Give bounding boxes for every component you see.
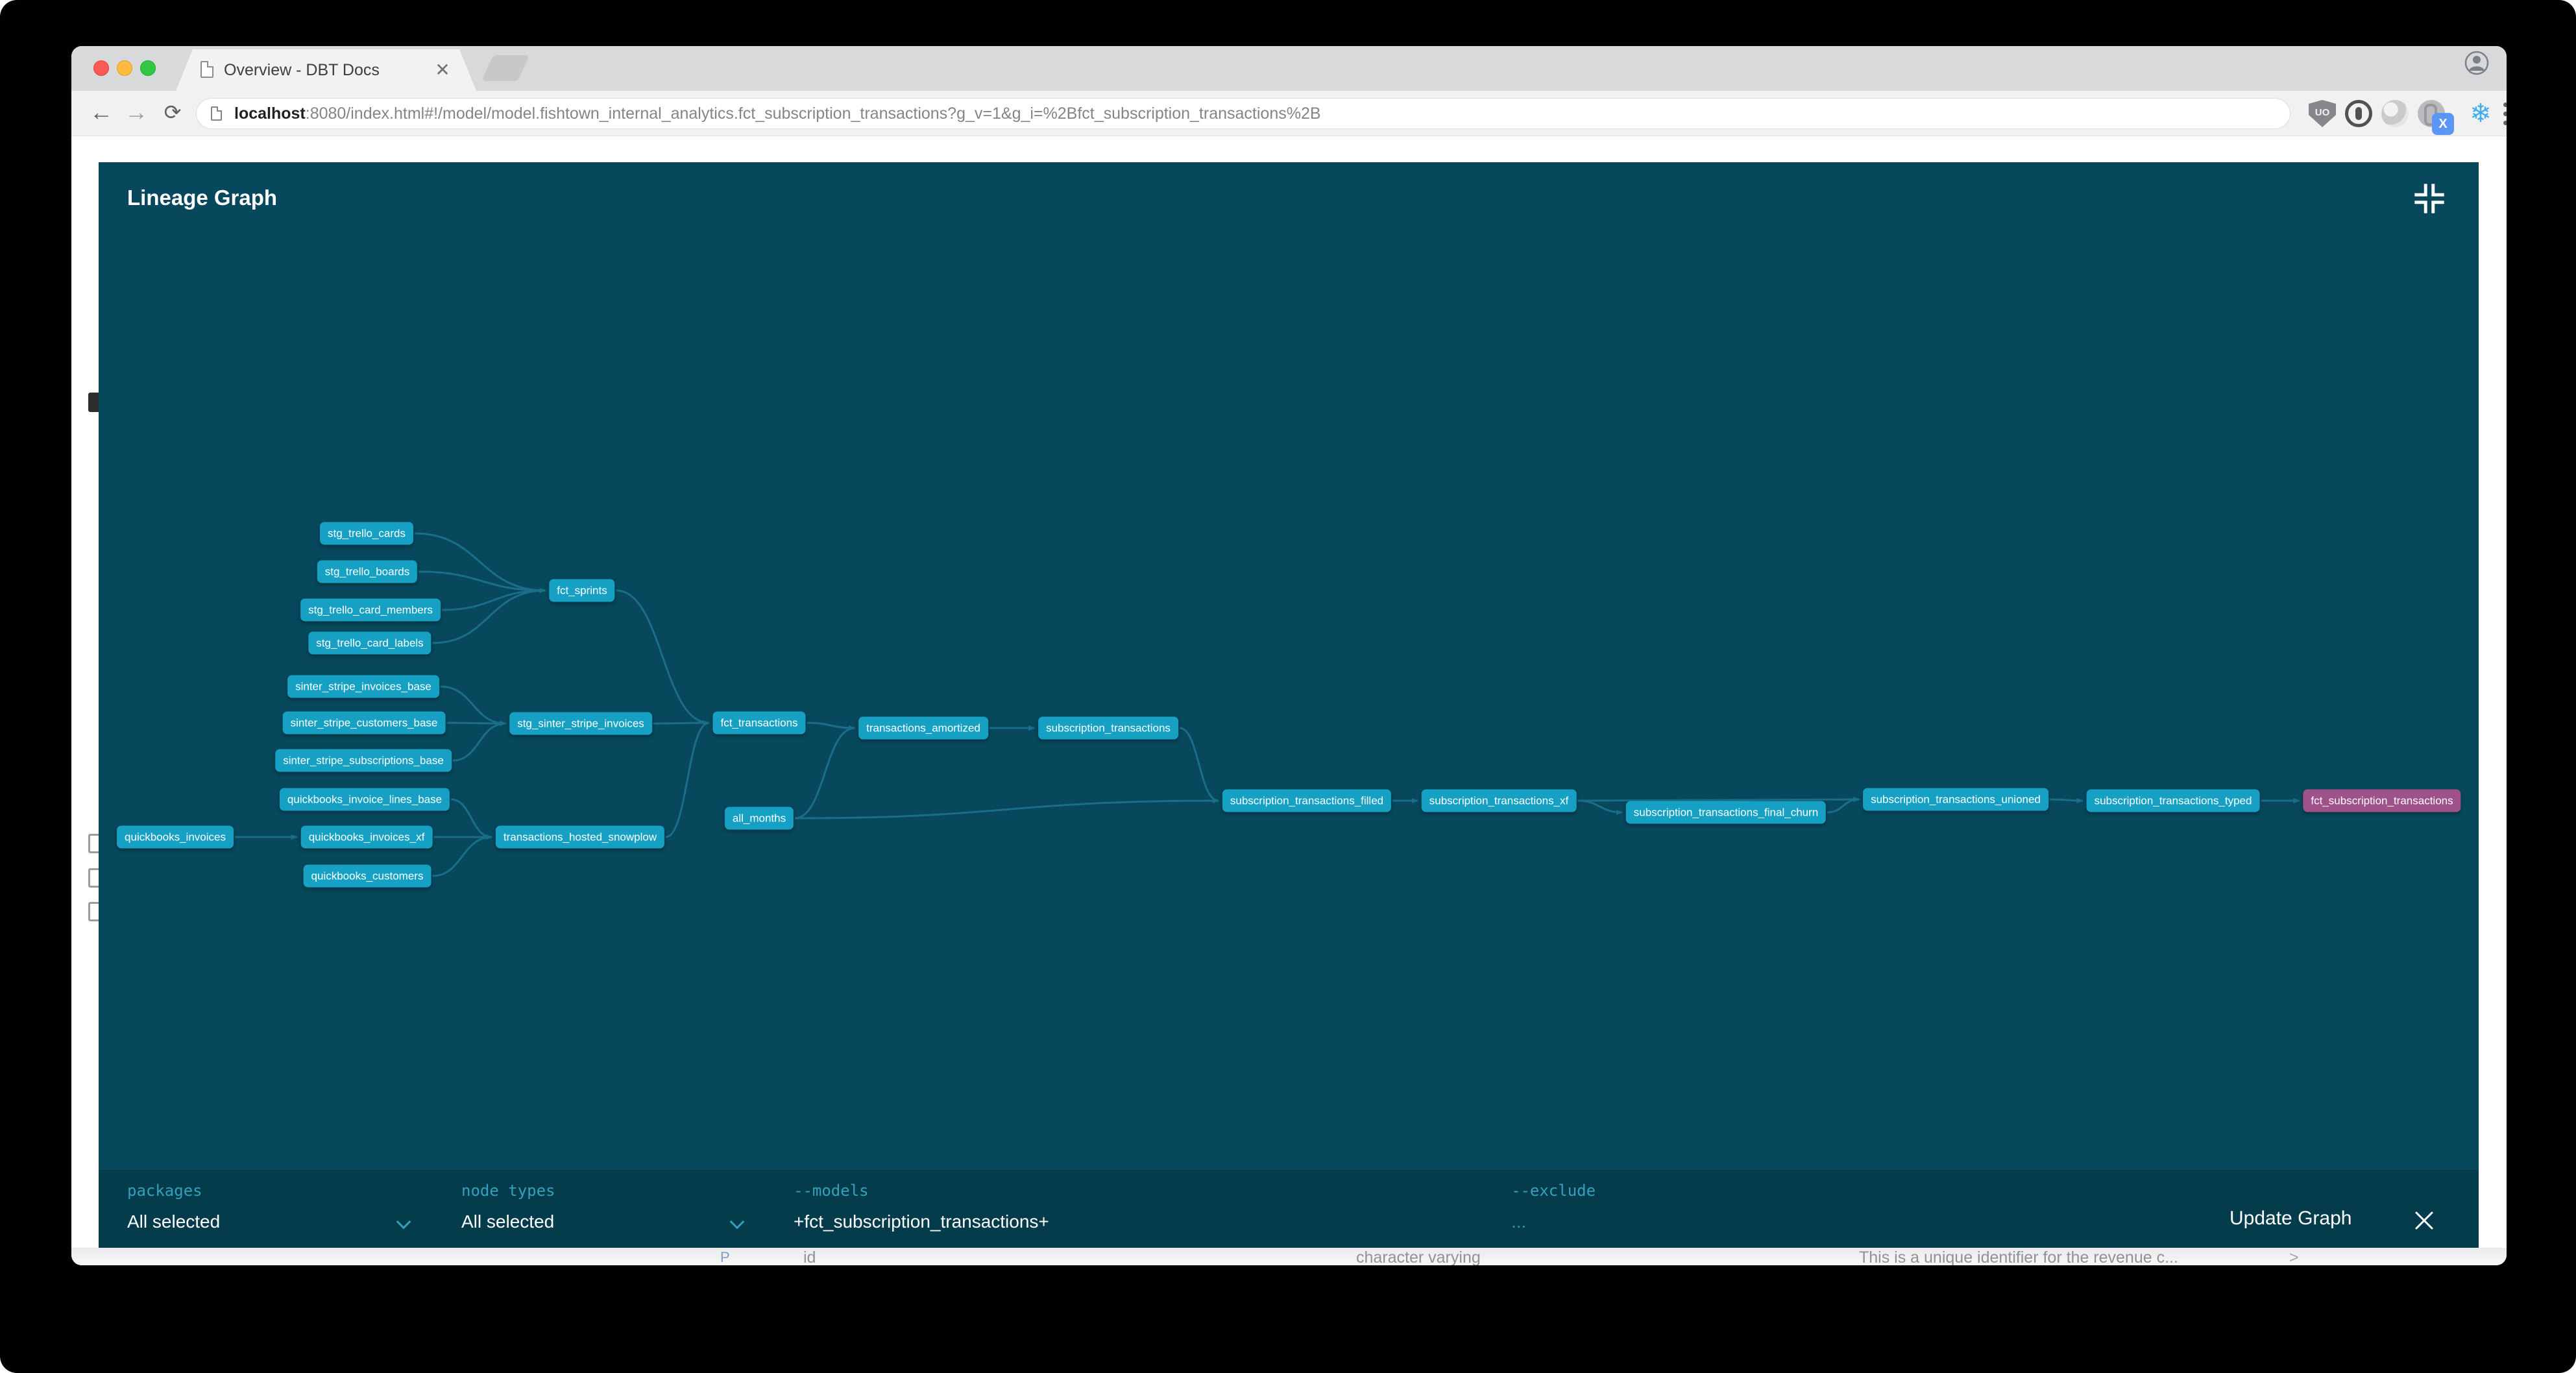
tab-title: Overview - DBT Docs <box>224 61 380 79</box>
graph-node[interactable]: stg_trello_card_members <box>300 598 441 622</box>
graph-edge <box>419 570 546 593</box>
graph-edge <box>795 798 1219 820</box>
graph-edge <box>2049 797 2084 803</box>
graph-edge <box>432 588 546 644</box>
graph-node[interactable]: transactions_hosted_snowplow <box>495 825 665 849</box>
graph-node[interactable]: stg_sinter_stripe_invoices <box>509 712 652 735</box>
models-input[interactable]: +fct_subscription_transactions+ <box>794 1211 1049 1232</box>
node-types-chevron-down-icon[interactable] <box>729 1214 745 1230</box>
graph-edge <box>1827 797 1860 814</box>
lineage-canvas[interactable]: stg_trello_cards stg_trello_boards stg_tre… <box>99 162 2479 1248</box>
graph-node[interactable]: stg_trello_boards <box>317 560 418 583</box>
compress-icon[interactable] <box>2412 182 2446 215</box>
back-button[interactable]: ← <box>90 99 113 125</box>
graph-node[interactable]: quickbooks_customers <box>303 864 431 888</box>
column-name: id <box>803 1248 816 1265</box>
graph-node[interactable]: quickbooks_invoice_lines_base <box>279 788 450 811</box>
extension-x-badge: X <box>2432 113 2454 135</box>
snowflake-extension-icon[interactable]: ❄ <box>2470 99 2492 128</box>
reload-button[interactable]: ⟳ <box>164 101 182 124</box>
tab-close-icon[interactable]: ✕ <box>435 60 450 80</box>
graph-edge <box>415 532 546 593</box>
primary-key-badge: P <box>720 1249 730 1265</box>
page-security-icon[interactable] <box>211 106 222 121</box>
url-text[interactable]: localhost:8080/index.html#!/model/model.… <box>234 99 1321 128</box>
update-graph-button[interactable]: Update Graph <box>2230 1208 2352 1229</box>
packages-label: packages <box>127 1182 202 1200</box>
graph-node[interactable]: subscription_transactions_final_churn <box>1625 801 1827 824</box>
window-minimize-button[interactable] <box>117 60 132 76</box>
graph-node[interactable]: all_months <box>724 807 794 830</box>
graph-node[interactable]: subscription_transactions_unioned <box>1863 788 2048 811</box>
profile-avatar-icon[interactable] <box>2464 50 2490 76</box>
lineage-graph-title: Lineage Graph <box>127 186 278 210</box>
graph-node[interactable]: fct_transactions <box>712 711 806 735</box>
graph-edge <box>1577 797 1860 803</box>
onepassword-extension-icon[interactable] <box>2345 100 2372 127</box>
graph-node[interactable]: sinter_stripe_customers_base <box>282 711 446 735</box>
graph-edge <box>616 589 710 725</box>
graph-node[interactable]: subscription_transactions <box>1038 716 1178 740</box>
ublock-extension-icon[interactable]: UO <box>2309 100 2336 127</box>
graph-edge <box>794 725 856 820</box>
browser-toolbar: ← → ⟳ localhost:8080/index.html#!/model/… <box>71 91 2507 136</box>
graph-node[interactable]: subscription_transactions_xf <box>1421 789 1577 812</box>
browser-tab-active[interactable]: Overview - DBT Docs ✕ <box>176 49 476 91</box>
browser-tabstrip: Overview - DBT Docs ✕ <box>71 46 2507 91</box>
models-label: --models <box>794 1182 869 1200</box>
browser-window: Overview - DBT Docs ✕ ← → ⟳ localhost:80… <box>71 46 2507 1265</box>
packages-select[interactable]: All selected <box>127 1211 221 1232</box>
graph-edge <box>450 798 492 840</box>
graph-edge <box>1577 799 1623 815</box>
graph-node[interactable]: stg_trello_cards <box>319 522 414 545</box>
graph-node[interactable]: subscription_transactions_filled <box>1222 789 1392 812</box>
graph-node[interactable]: sinter_stripe_invoices_base <box>287 675 439 698</box>
close-graph-icon[interactable] <box>2410 1206 2438 1235</box>
column-description: This is a unique identifier for the reve… <box>1859 1248 2178 1265</box>
tab-favicon-page-icon <box>200 61 213 78</box>
graph-node[interactable]: sinter_stripe_subscriptions_base <box>275 749 452 772</box>
graph-node[interactable]: stg_trello_card_labels <box>308 631 431 655</box>
browser-menu-icon[interactable] <box>2503 101 2507 127</box>
forward-button[interactable]: → <box>125 99 148 125</box>
graph-node[interactable]: quickbooks_invoices <box>117 825 234 849</box>
graph-edge <box>432 834 492 877</box>
lineage-graph-overlay: Lineage Graph stg_trello_cards stg_trello… <box>99 162 2479 1248</box>
graph-node[interactable]: transactions_amortized <box>858 716 988 740</box>
window-close-button[interactable] <box>93 60 109 76</box>
background-table-row: P id character varying This is a unique … <box>71 1248 2507 1265</box>
url-bar[interactable]: localhost:8080/index.html#!/model/model.… <box>196 98 2290 129</box>
new-tab-button[interactable] <box>481 55 529 81</box>
graph-node[interactable]: fct_sprints <box>549 579 615 602</box>
graph-node[interactable]: quickbooks_invoices_xf <box>300 825 433 849</box>
graph-edge <box>440 685 507 726</box>
graph-filter-bar: packages All selected node types All sel… <box>99 1170 2479 1248</box>
graph-edge <box>665 720 710 838</box>
column-type: character varying <box>1356 1248 1481 1265</box>
row-expand-chevron: > <box>2289 1248 2299 1265</box>
exclude-input[interactable]: ... <box>1511 1211 1527 1232</box>
node-types-label: node types <box>461 1182 555 1200</box>
graph-node[interactable]: fct_subscription_transactions <box>2303 789 2461 812</box>
graph-edge <box>452 721 507 762</box>
graph-edge <box>807 722 856 731</box>
graph-edge <box>1179 727 1219 803</box>
node-types-select[interactable]: All selected <box>461 1211 555 1232</box>
exclude-label: --exclude <box>1511 1182 1596 1200</box>
url-host: localhost <box>234 104 306 123</box>
window-zoom-button[interactable] <box>140 60 156 76</box>
swirl-extension-icon[interactable] <box>2381 100 2409 127</box>
url-path: :8080/index.html#!/model/model.fishtown_… <box>305 104 1321 123</box>
graph-edge <box>441 588 546 611</box>
packages-chevron-down-icon[interactable] <box>396 1214 411 1230</box>
graph-node[interactable]: subscription_transactions_typed <box>2086 789 2260 812</box>
